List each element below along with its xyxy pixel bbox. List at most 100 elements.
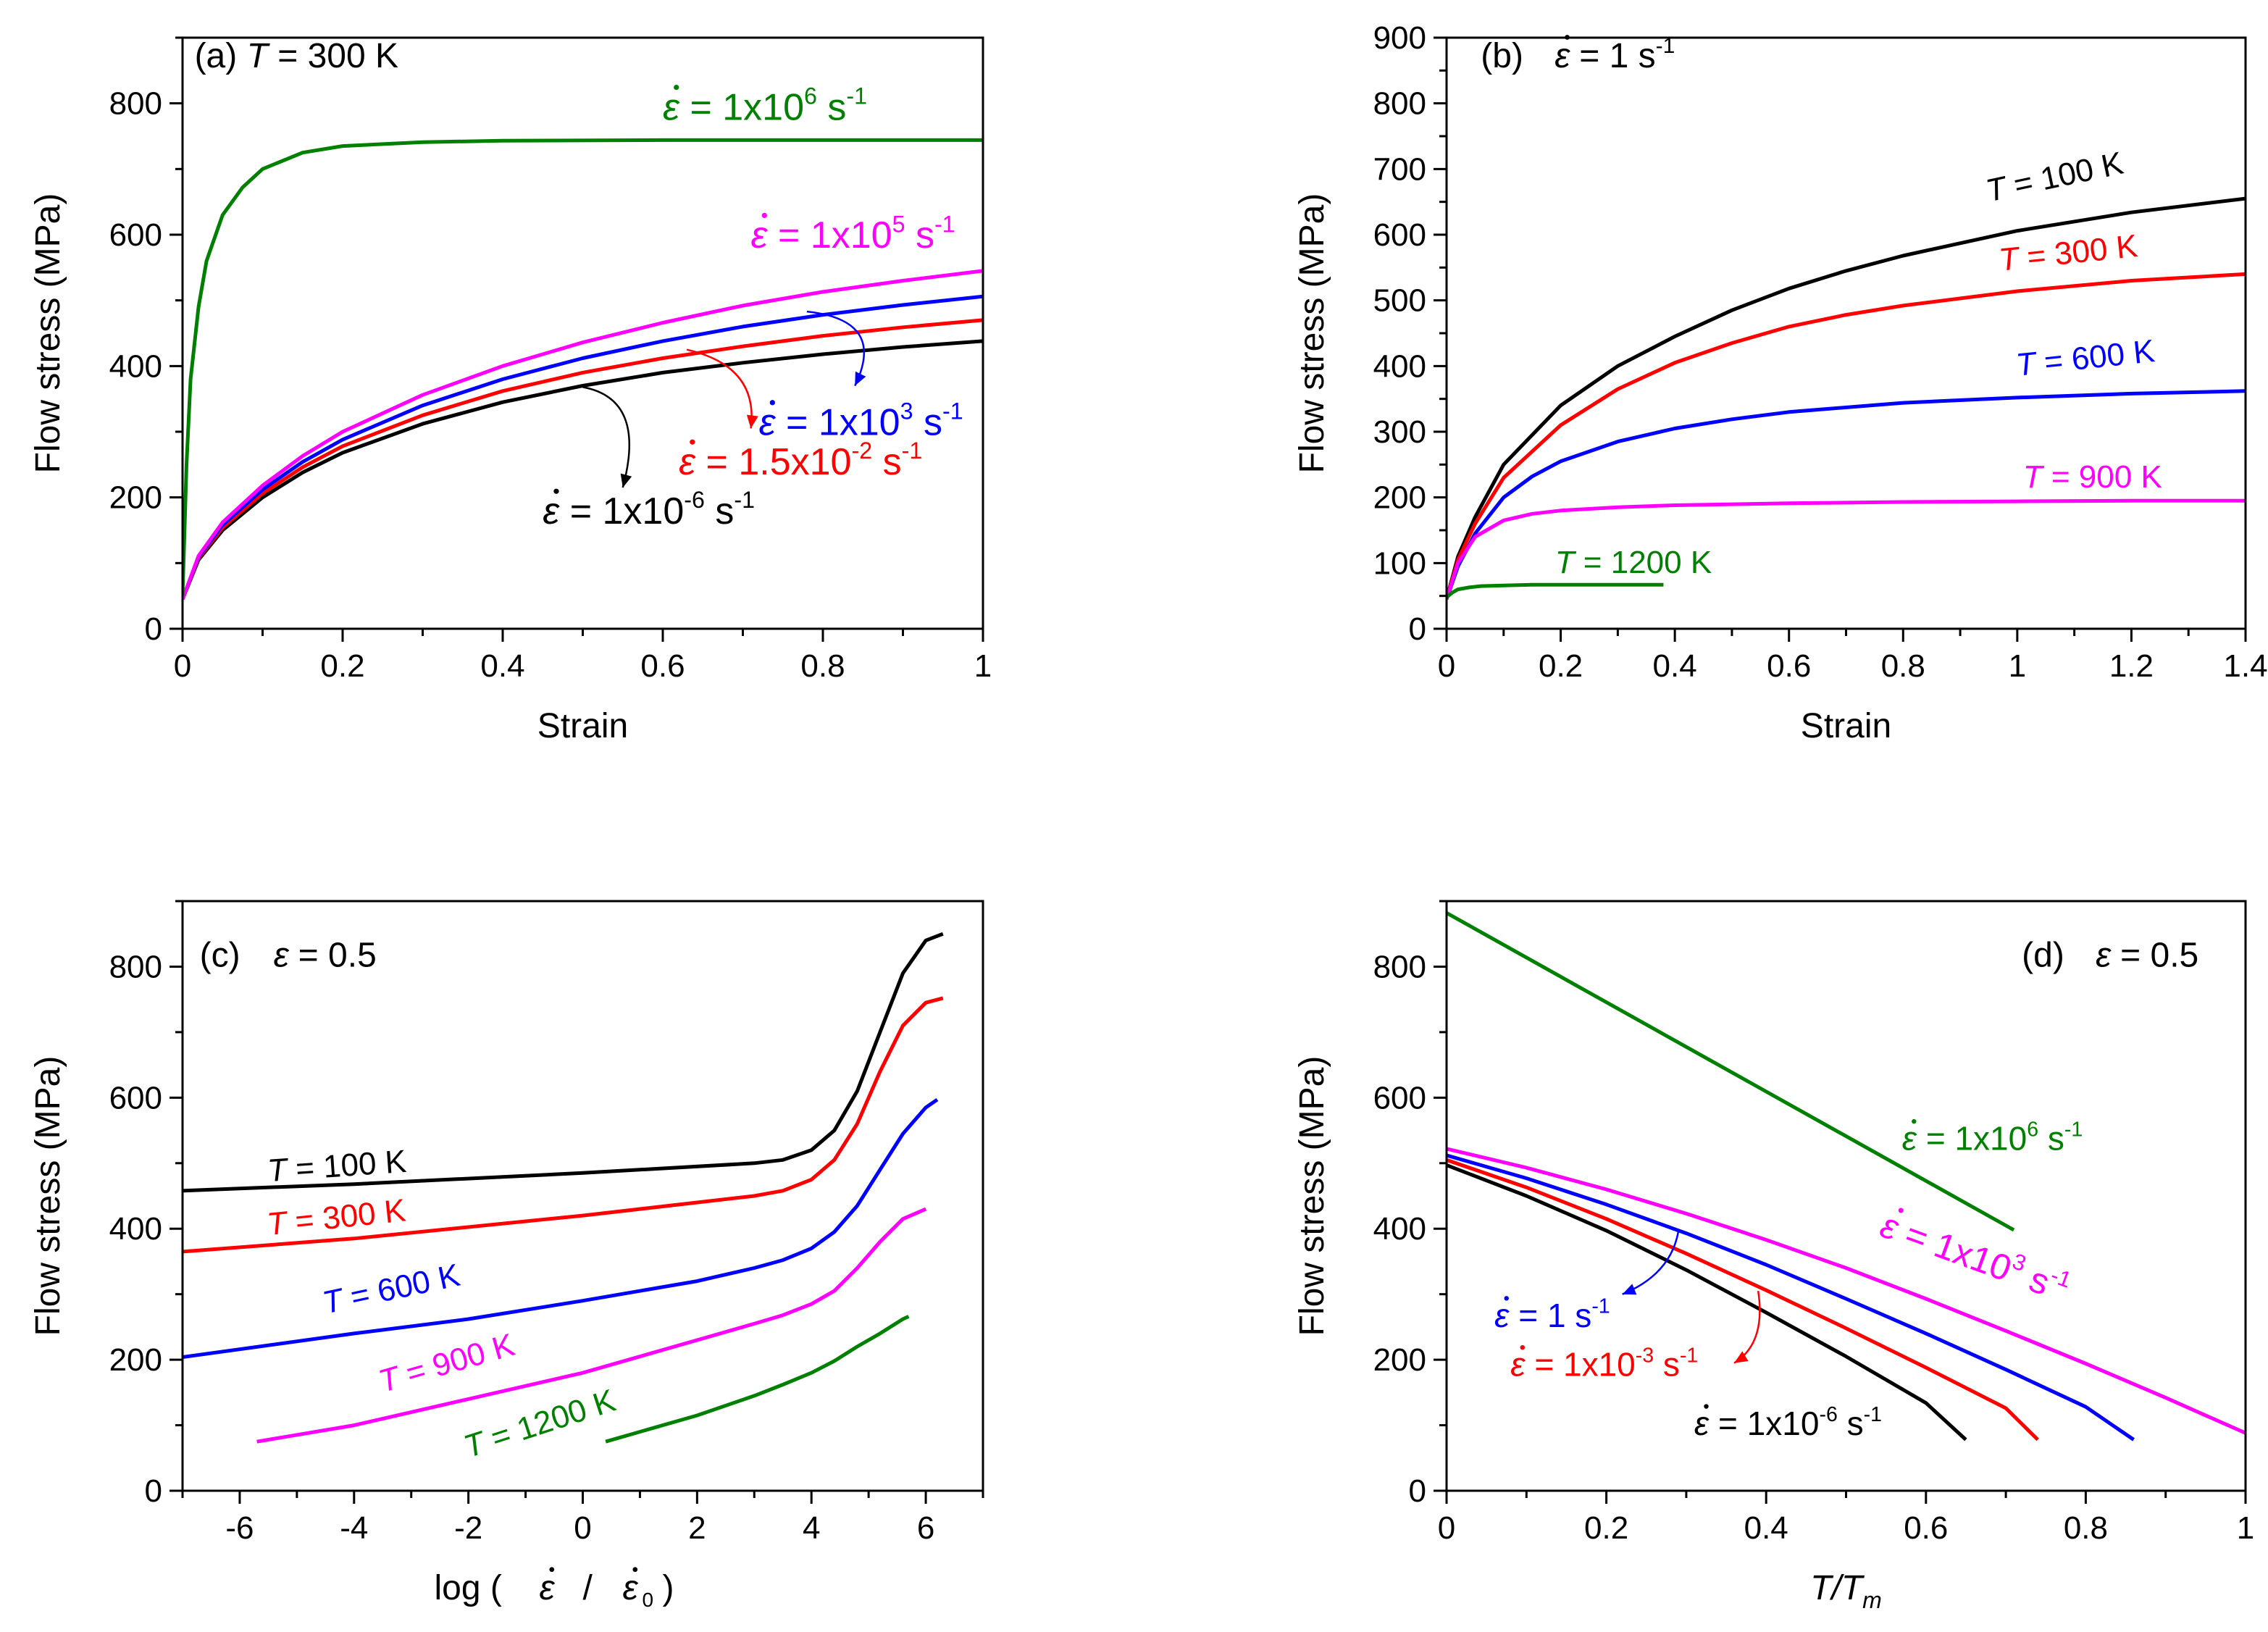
y-tick-label: 400: [1373, 348, 1426, 384]
series-line-2: [183, 294, 983, 601]
y-tick-label: 900: [1373, 20, 1426, 56]
arrow-head: [746, 414, 758, 429]
overdot-mark: [761, 212, 767, 219]
curve-label-text: T = 900 K: [2023, 459, 2162, 495]
curve-label-4: T = 1200 K: [1555, 545, 1712, 580]
epsilon-dot-symbol: ε: [679, 441, 696, 483]
series-line-1: [1447, 1147, 2246, 1435]
y-tick-label: 200: [1373, 1342, 1426, 1378]
curve-label-3: ε = 1x10-3 s-1: [1510, 1344, 1698, 1383]
series-line-2: [1447, 1153, 2135, 1441]
curve-label-text: T = 600 K: [2014, 333, 2156, 383]
curve-label-0: ε = 1x106 s-1: [1902, 1118, 2083, 1157]
x-tick-label: 0.6: [640, 648, 685, 684]
x-tick-label: 1: [2237, 1510, 2254, 1546]
curve-label-text: T = 600 K: [319, 1258, 463, 1321]
x-tick-label: 0.8: [2064, 1510, 2108, 1546]
series-line-3: [1447, 1158, 2039, 1441]
series-line-1: [183, 318, 983, 601]
curve-label-text: = 1x103 s-1: [1900, 1211, 2075, 1310]
series-line-4: [605, 1315, 910, 1444]
series-line-0: [183, 932, 944, 1193]
y-axis-label: Flow stress (MPa): [29, 1056, 67, 1336]
x-tick-label: 6: [917, 1510, 934, 1546]
curve-label-0: ε = 1x106 s-1: [663, 83, 867, 128]
y-tick-label: 0: [145, 611, 162, 647]
series-line-0: [183, 339, 983, 601]
epsilon-symbol: ε: [274, 936, 290, 974]
panel-title: (b): [1481, 37, 1523, 75]
series-line-4: [1447, 1163, 1967, 1441]
overdot-mark: [1898, 1208, 1904, 1213]
y-tick-label: 400: [109, 1211, 162, 1247]
epsilon-dot-symbol: ε: [1494, 1297, 1510, 1334]
panel-title-rest: = 0.5: [298, 936, 377, 974]
y-tick-label: 0: [145, 1473, 162, 1509]
arrow-head: [855, 371, 866, 386]
curve-label-1: ε = 1x103 s-1: [1875, 1205, 2075, 1310]
y-tick-label: 600: [1373, 217, 1426, 253]
arrow-head: [620, 473, 632, 488]
curve-label-text: T = 1200 K: [1555, 545, 1712, 580]
curve-label-text: = 1 s-1: [1518, 1295, 1610, 1334]
x-tick-label: 4: [803, 1510, 820, 1546]
x-axis-label: Strain: [1801, 707, 1891, 745]
overdot-mark: [1504, 1296, 1509, 1301]
x-axis-label: log ( ε / ε 0): [435, 1567, 674, 1611]
x-tick-label: 0.2: [1539, 648, 1583, 684]
epsilon-dot-symbol: ε: [1510, 1346, 1526, 1384]
panel-title: (c): [200, 936, 240, 974]
x-axis-label: T/Tm: [1810, 1569, 1882, 1613]
pointer-arrow-2: [582, 386, 631, 488]
series-line-4: [1447, 582, 1664, 599]
curve-label-text: = 1x105 s-1: [778, 211, 955, 256]
x-axis-label-sub: 0: [643, 1589, 654, 1611]
curve-label-text: = 1x106 s-1: [1926, 1118, 2083, 1157]
epsilon-dot-symbol: ε: [663, 86, 680, 128]
x-tick-label: 2: [688, 1510, 706, 1546]
curve-label-1: ε = 1x105 s-1: [751, 211, 955, 256]
curve-label-4: ε = 1x10-6 s-1: [1694, 1403, 1882, 1442]
curve-label-1: T = 300 K: [1997, 228, 2139, 278]
x-tick-label: -2: [454, 1510, 482, 1546]
y-tick-label: 400: [1373, 1211, 1426, 1247]
epsilon-dot-symbol: ε: [623, 1569, 639, 1607]
x-tick-label: 1: [2009, 648, 2026, 684]
epsilon-dot-symbol: ε: [540, 1569, 556, 1607]
x-tick-label: 0.4: [1653, 648, 1697, 684]
x-tick-label: -6: [225, 1510, 254, 1546]
series-line-2: [1447, 389, 2246, 601]
curve-label-4: ε = 1x10-6 s-1: [543, 487, 755, 532]
series-line-2: [183, 1097, 939, 1359]
x-tick-label: 0.2: [320, 648, 364, 684]
y-tick-label: 600: [1373, 1080, 1426, 1116]
panel-d: 0 0.2 0.4 0.6 0.8 1 0 200 400 600 800 Flow stress (…: [1293, 900, 2254, 1613]
curve-label-2: ε = 1 s-1: [1494, 1295, 1610, 1334]
plot-frame: [1445, 36, 2247, 630]
x-tick-label: 0.6: [1904, 1510, 1948, 1546]
x-tick-label: -4: [340, 1510, 368, 1546]
x-tick-label: 0: [1438, 648, 1455, 684]
series-line-0: [1447, 196, 2246, 600]
curve-label-text: T = 100 K: [267, 1144, 408, 1189]
panel-title: (a) T = 300 K: [195, 37, 398, 75]
y-axis-label: Flow stress (MPa): [1293, 193, 1331, 474]
x-tick-label: 1.4: [2223, 648, 2267, 684]
curve-label-text: = 1x10-6 s-1: [570, 487, 755, 532]
y-tick-label: 800: [1373, 86, 1426, 122]
series-line-3: [1447, 498, 2246, 600]
series-line-3: [256, 1207, 927, 1444]
x-tick-label: 0.8: [1881, 648, 1925, 684]
panel-a: 0 0.2 0.4 0.6 0.8 1 0 200 400 600 800 Flow stress (…: [29, 36, 992, 745]
panel-title-rest: = 0.5: [2120, 936, 2198, 974]
epsilon-dot-symbol: ε: [1902, 1120, 1917, 1158]
x-tick-label: 0.4: [480, 648, 524, 684]
y-axis-label: Flow stress (MPa): [29, 193, 67, 474]
y-tick-label: 100: [1373, 545, 1426, 581]
pointer-arrow-0: [806, 310, 866, 387]
curve-label-3: T = 900 K: [2023, 459, 2162, 495]
plot-frame: [1445, 900, 2247, 1492]
epsilon-dot-symbol: ε: [1554, 37, 1570, 75]
overdot-mark: [690, 439, 695, 445]
